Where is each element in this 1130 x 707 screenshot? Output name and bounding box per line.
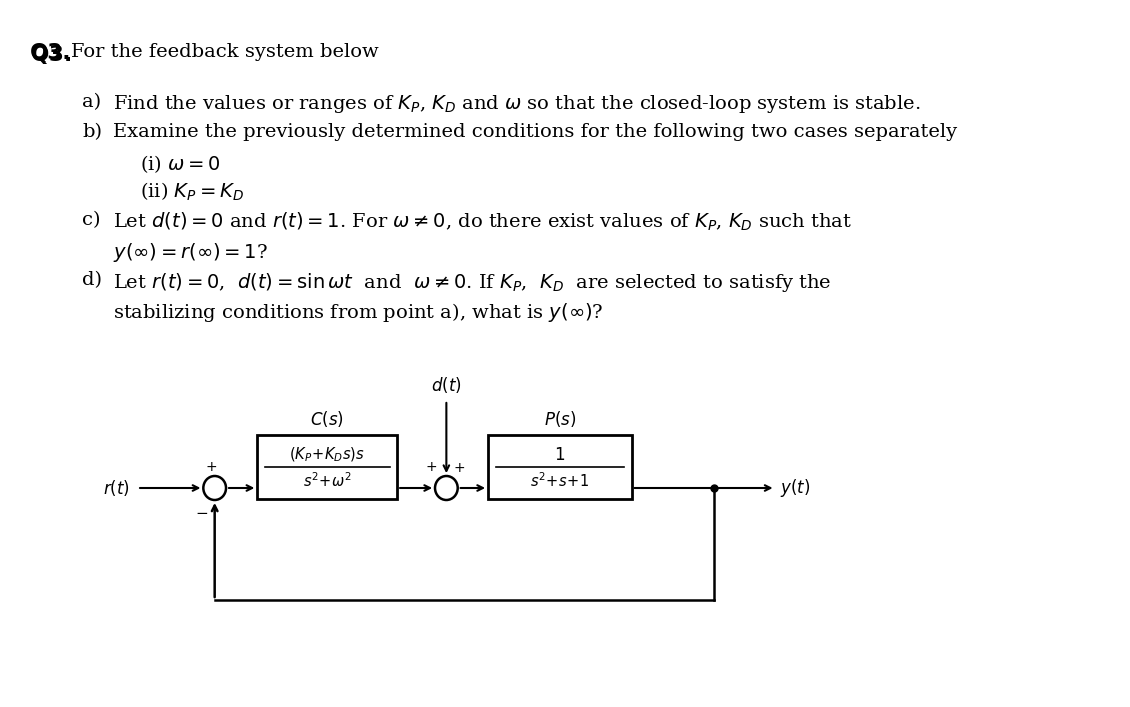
Text: Q3.: Q3.	[31, 43, 72, 63]
Text: b): b)	[82, 123, 103, 141]
Text: $y(t)$: $y(t)$	[780, 477, 810, 499]
Text: $\bf{Q3.}$: $\bf{Q3.}$	[31, 43, 71, 66]
Text: +: +	[425, 460, 437, 474]
Text: $d(t)$: $d(t)$	[431, 375, 462, 395]
Text: Let $r(t) = 0$,  $d(t) = \sin\omega t$  and  $\omega \neq 0$. If $K_P$,  $K_D$  : Let $r(t) = 0$, $d(t) = \sin\omega t$ an…	[113, 271, 832, 294]
Text: d): d)	[82, 271, 103, 289]
Text: +: +	[454, 461, 466, 475]
Text: Examine the previously determined conditions for the following two cases separat: Examine the previously determined condit…	[113, 123, 957, 141]
Bar	[258, 435, 397, 499]
Text: $s^2\!+\!s\!+\!1$: $s^2\!+\!s\!+\!1$	[530, 472, 590, 491]
Text: Let $d(t) = 0$ and $r(t) = 1$. For $\omega \neq 0$, do there exist values of $K_: Let $d(t) = 0$ and $r(t) = 1$. For $\ome…	[113, 211, 853, 233]
Text: $y(\infty) = r(\infty) = 1$?: $y(\infty) = r(\infty) = 1$?	[113, 241, 268, 264]
Text: $C(s)$: $C(s)$	[311, 409, 345, 429]
Text: c): c)	[82, 211, 101, 229]
Text: a): a)	[82, 93, 102, 111]
Text: Find the values or ranges of $K_P$, $K_D$ and $\omega$ so that the closed-loop s: Find the values or ranges of $K_P$, $K_D…	[113, 93, 921, 115]
Text: (ii) $K_P = K_D$: (ii) $K_P = K_D$	[140, 181, 244, 204]
Text: $P(s)$: $P(s)$	[544, 409, 576, 429]
Bar	[488, 435, 632, 499]
Text: $(K_P\!+\!K_Ds)s$: $(K_P\!+\!K_Ds)s$	[289, 446, 365, 464]
Text: $1$: $1$	[555, 447, 565, 464]
Text: For the feedback system below: For the feedback system below	[71, 43, 379, 61]
Text: $-$: $-$	[194, 504, 208, 519]
Text: +: +	[205, 460, 217, 474]
Text: $s^2\!+\!\omega^2$: $s^2\!+\!\omega^2$	[303, 472, 351, 491]
Text: (i) $\omega = 0$: (i) $\omega = 0$	[140, 153, 220, 175]
Text: $r(t)$: $r(t)$	[103, 478, 130, 498]
Text: stabilizing conditions from point a), what is $y(\infty)$?: stabilizing conditions from point a), wh…	[113, 301, 605, 324]
